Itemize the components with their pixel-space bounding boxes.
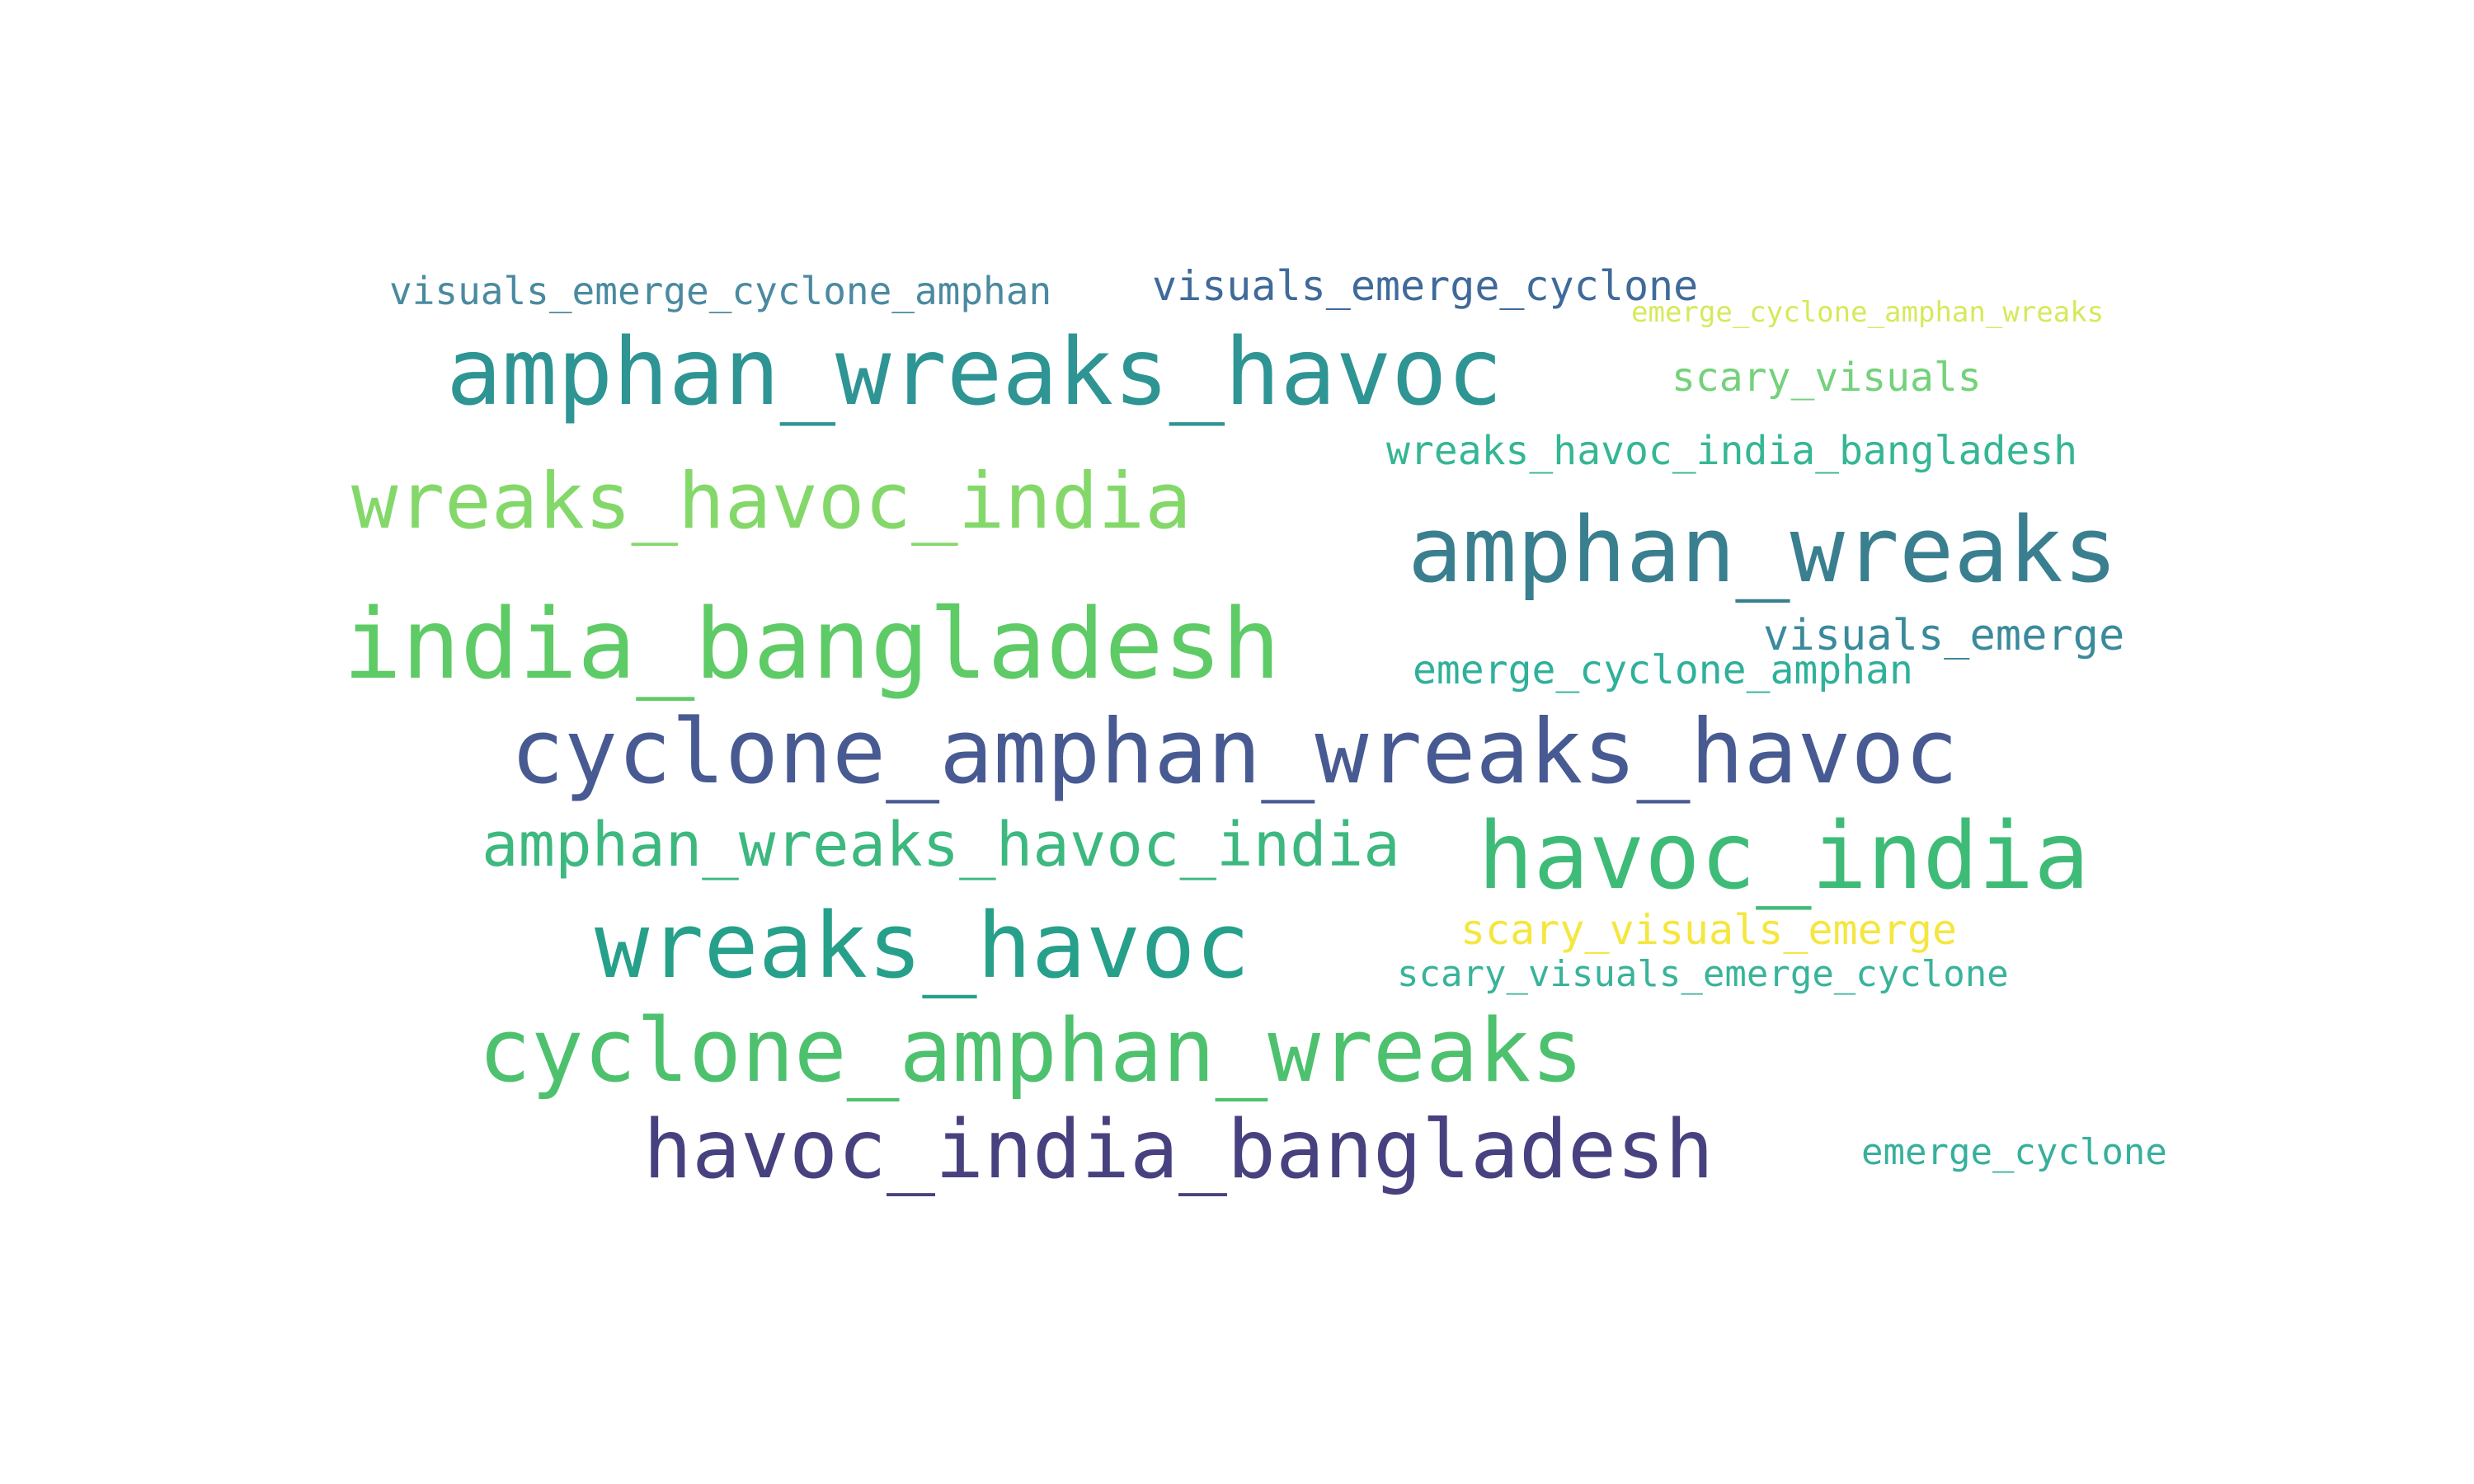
word-cyclone-amphan-wreaks: cyclone_amphan_wreaks [478, 1000, 1584, 1101]
word-havoc-india: havoc_india [1478, 803, 2090, 910]
word-amphan-wreaks-havoc: amphan_wreaks_havoc [446, 319, 1503, 426]
word-wreaks-havoc-india-bangladesh: wreaks_havoc_india_bangladesh [1386, 428, 2078, 474]
word-cyclone-amphan-wreaks-havoc: cyclone_amphan_wreaks_havoc [510, 701, 1959, 804]
word-scary-visuals: scary_visuals [1672, 355, 1982, 401]
word-india-bangladesh: india_bangladesh [343, 587, 1281, 701]
word-wreaks-havoc-india: wreaks_havoc_india [351, 457, 1192, 547]
word-emerge-cyclone-amphan-wreaks: emerge_cyclone_amphan_wreaks [1631, 296, 2105, 329]
word-scary-visuals-emerge-cyclone: scary_visuals_emerge_cyclone [1397, 953, 2009, 995]
word-amphan-wreaks-havoc-india: amphan_wreaks_havoc_india [482, 810, 1400, 881]
word-emerge-cyclone-amphan: emerge_cyclone_amphan [1413, 647, 1913, 693]
word-wreaks-havoc: wreaks_havoc [595, 893, 1250, 998]
word-havoc-india-bangladesh: havoc_india_bangladesh [643, 1103, 1714, 1197]
word-visuals-emerge-cyclone: visuals_emerge_cyclone [1152, 262, 1699, 310]
word-emerge-cyclone: emerge_cyclone [1861, 1131, 2167, 1173]
word-visuals-emerge-cyclone-amphan: visuals_emerge_cyclone_amphan [389, 269, 1052, 313]
word-amphan-wreaks: amphan_wreaks [1408, 497, 2118, 603]
word-scary-visuals-emerge: scary_visuals_emerge [1460, 906, 1958, 954]
word-visuals-emerge: visuals_emerge [1763, 611, 2125, 660]
